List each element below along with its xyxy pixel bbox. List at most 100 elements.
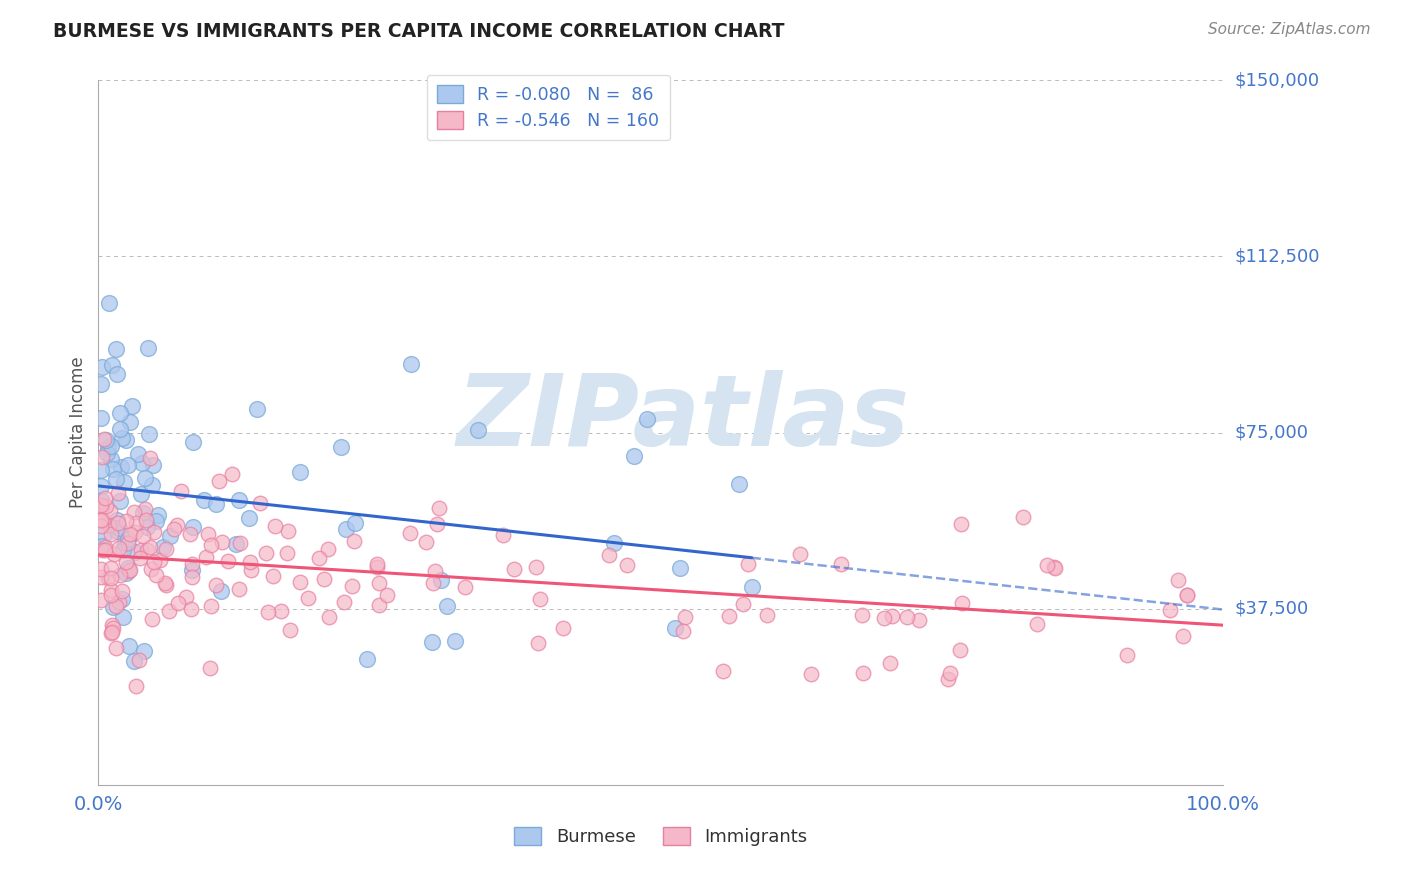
Point [141,612,163,626]
Point [129,487,152,501]
Point [96,446,118,460]
Point [180,570,202,584]
Point [90,513,112,527]
Point [105,367,128,381]
Text: BURMESE VS IMMIGRANTS PER CAPITA INCOME CORRELATION CHART: BURMESE VS IMMIGRANTS PER CAPITA INCOME … [53,22,785,41]
Point [118,527,141,541]
Point [100,583,122,598]
Point [111,542,134,557]
Point [132,506,155,520]
Point [180,602,202,616]
Point [114,536,136,550]
Point [105,641,128,656]
Point [366,557,388,571]
Point [672,624,695,639]
Point [139,561,162,575]
Point [228,582,250,597]
Point [277,524,299,539]
Point [121,399,143,413]
Point [249,495,271,509]
Point [98,517,121,532]
Point [1159,603,1181,617]
Point [422,575,444,590]
Point [134,471,156,485]
Point [163,522,186,536]
Point [90,359,112,374]
Point [427,500,450,515]
Point [180,558,202,572]
Point [1043,561,1066,575]
Point [100,617,122,632]
Point [502,562,524,576]
Point [800,666,823,681]
Point [100,440,122,454]
Point [789,547,811,561]
Point [308,550,330,565]
Point [711,664,734,678]
Point [180,563,202,577]
Point [125,516,148,530]
Point [105,524,128,538]
Point [118,564,141,578]
Point [1035,558,1057,573]
Point [100,452,122,467]
Point [356,652,378,666]
Point [553,621,575,635]
Point [90,519,112,533]
Point [166,517,188,532]
Point [90,513,112,527]
Point [270,604,292,618]
Point [939,666,962,681]
Point [221,467,243,482]
Point [134,502,156,516]
Point [108,521,131,535]
Point [949,643,972,657]
Point [108,494,131,508]
Point [149,553,172,567]
Point [256,606,278,620]
Point [115,555,138,569]
Point [94,499,117,513]
Point [467,423,489,437]
Point [94,491,117,505]
Point [125,679,148,693]
Point [108,568,131,582]
Point [138,427,160,442]
Point [492,528,515,542]
Point [200,599,222,613]
Point [297,591,319,606]
Text: Source: ZipAtlas.com: Source: ZipAtlas.com [1208,22,1371,37]
Point [636,412,658,426]
Point [101,358,124,372]
Point [90,593,112,607]
Point [111,592,134,607]
Point [673,610,696,624]
Point [100,625,122,640]
Point [340,579,363,593]
Point [208,475,231,489]
Point [950,516,973,531]
Point [100,572,122,586]
Point [170,483,193,498]
Point [90,570,112,584]
Text: $112,500: $112,500 [1234,247,1320,266]
Point [155,541,177,556]
Point [94,542,117,557]
Point [122,505,145,519]
Point [138,342,160,356]
Point [127,447,149,461]
Point [602,536,624,550]
Point [276,546,298,560]
Point [174,591,197,605]
Point [104,599,127,614]
Point [108,406,131,420]
Point [128,653,150,667]
Point [124,545,146,559]
Point [101,600,124,615]
Point [851,666,873,681]
Point [741,580,763,594]
Point [91,450,114,464]
Point [415,535,437,549]
Point [111,583,134,598]
Point [94,540,117,554]
